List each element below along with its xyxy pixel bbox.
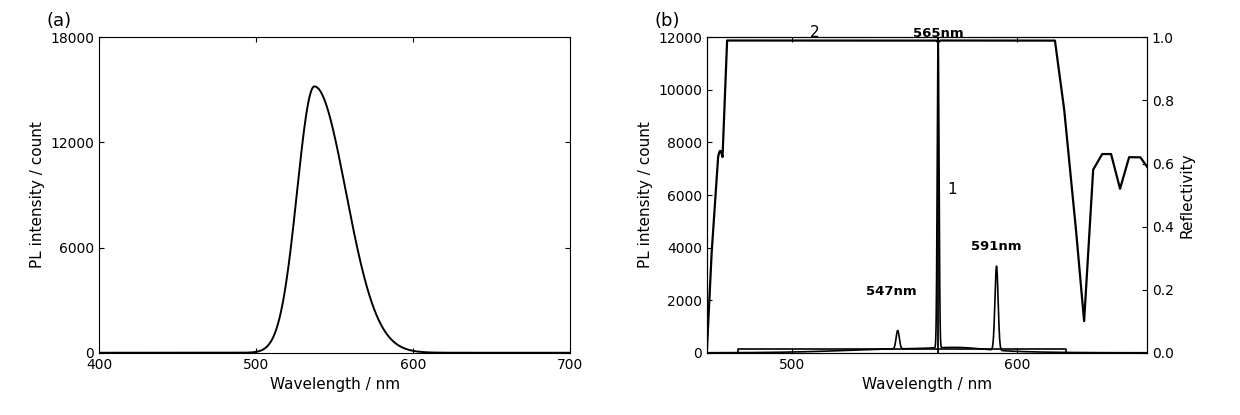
Y-axis label: Reflectivity: Reflectivity: [1179, 152, 1194, 238]
Y-axis label: PL intensity / count: PL intensity / count: [30, 122, 45, 269]
Text: (a): (a): [46, 12, 72, 30]
Y-axis label: PL intensity / count: PL intensity / count: [637, 122, 652, 269]
X-axis label: Wavelength / nm: Wavelength / nm: [270, 377, 399, 392]
X-axis label: Wavelength / nm: Wavelength / nm: [862, 377, 992, 392]
Text: 547nm: 547nm: [866, 285, 916, 298]
Text: 591nm: 591nm: [971, 240, 1022, 253]
Text: 2: 2: [810, 25, 820, 40]
Text: 1: 1: [947, 182, 957, 197]
Text: (b): (b): [653, 12, 680, 30]
Text: 565nm: 565nm: [913, 27, 963, 40]
